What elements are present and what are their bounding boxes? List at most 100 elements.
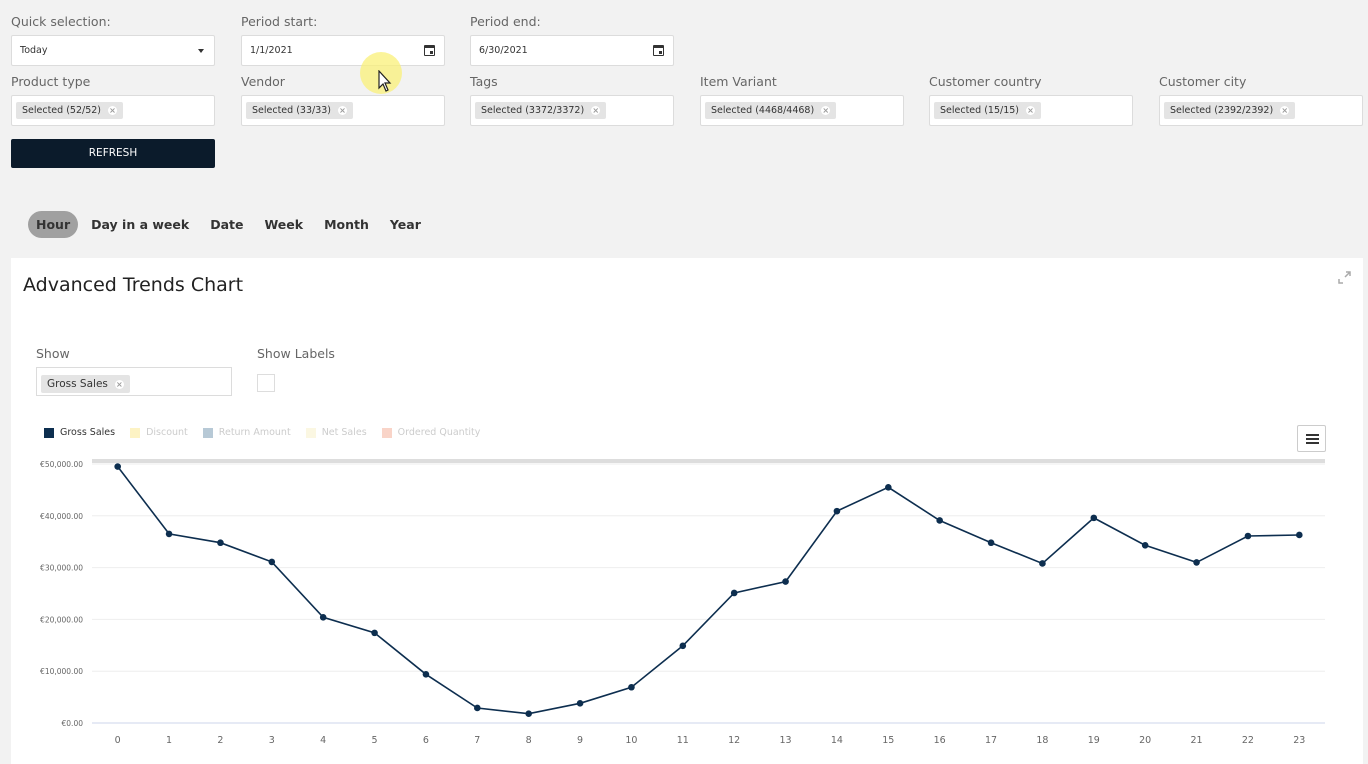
data-point (1090, 514, 1098, 522)
quick-selection-value: Today (20, 45, 48, 56)
product-type-tag-label: Selected (52/52) (22, 105, 101, 116)
legend-item-net-sales[interactable]: Net Sales (305, 427, 367, 438)
chevron-down-icon (198, 49, 204, 53)
tag-remove-icon[interactable]: × (114, 379, 124, 389)
product-type-tag: Selected (52/52) × (16, 102, 123, 119)
customer-city-tag-label: Selected (2392/2392) (1170, 105, 1274, 116)
x-tick-label: 5 (372, 735, 378, 746)
series-line-gross-sales (117, 466, 1300, 715)
y-tick-label: €10,000.00 (40, 667, 83, 676)
item-variant-label: Item Variant (700, 74, 777, 89)
data-point (936, 517, 943, 524)
refresh-button[interactable]: REFRESH (11, 139, 215, 168)
calendar-icon[interactable] (653, 45, 664, 56)
vendor-tag: Selected (33/33) × (246, 102, 353, 119)
show-labels-label: Show Labels (257, 346, 335, 361)
tag-remove-icon[interactable]: × (338, 106, 347, 115)
hamburger-icon (1306, 442, 1319, 444)
legend-item-ordered-quantity[interactable]: Ordered Quantity (381, 427, 480, 438)
tag-remove-icon[interactable]: × (1280, 106, 1290, 115)
quick-selection-select[interactable]: Today (11, 35, 215, 66)
data-point (371, 629, 378, 637)
show-label: Show (36, 346, 70, 361)
show-tag: Gross Sales × (41, 375, 130, 393)
tags-multiselect[interactable]: Selected (3372/3372) × (470, 95, 674, 126)
legend-item-discount[interactable]: Discount (130, 427, 188, 438)
tag-remove-icon[interactable]: × (1026, 106, 1035, 115)
period-end-label: Period end: (470, 14, 541, 29)
data-point (576, 700, 584, 707)
data-point (525, 710, 532, 717)
show-multiselect[interactable]: Gross Sales × (36, 367, 232, 396)
y-tick-label: €50,000.00 (40, 460, 83, 469)
chart-card: Advanced Trends Chart Show Gross Sales × … (11, 258, 1363, 764)
data-point (679, 642, 687, 650)
x-tick-label: 3 (269, 735, 275, 746)
tab-hour[interactable]: Hour (28, 211, 79, 238)
navigator-bar (92, 459, 1325, 463)
tags-label: Tags (470, 74, 498, 89)
calendar-icon[interactable] (424, 45, 435, 56)
expand-icon[interactable] (1338, 271, 1351, 284)
tags-tag: Selected (3372/3372) × (475, 102, 607, 119)
legend-swatch (202, 427, 213, 438)
data-point (730, 589, 738, 597)
x-tick-label: 4 (320, 735, 326, 746)
x-tick-label: 20 (1139, 735, 1151, 746)
data-point (217, 539, 224, 547)
y-tick-label: €0.00 (62, 719, 84, 728)
customer-country-tag: Selected (15/15) × (934, 102, 1041, 119)
tab-date[interactable]: Date (210, 217, 244, 232)
hamburger-icon (1306, 434, 1319, 436)
x-tick-label: 1 (166, 735, 172, 746)
data-point (1296, 531, 1303, 539)
legend-item-return-amount[interactable]: Return Amount (202, 427, 291, 438)
vendor-multiselect[interactable]: Selected (33/33) × (241, 95, 445, 126)
data-point (1244, 532, 1252, 540)
x-tick-label: 17 (985, 735, 997, 746)
legend-swatch (381, 427, 392, 438)
tag-remove-icon[interactable]: × (591, 106, 601, 115)
mouse-pointer-icon (378, 70, 392, 92)
tab-year[interactable]: Year (389, 217, 421, 232)
period-end-input[interactable]: 6/30/2021 (470, 35, 674, 66)
show-labels-checkbox[interactable] (257, 374, 275, 392)
item-variant-tag-label: Selected (4468/4468) (711, 105, 815, 116)
data-point (1039, 560, 1046, 567)
data-point (628, 683, 635, 691)
data-point (165, 530, 173, 538)
y-tick-label: €40,000.00 (40, 512, 83, 521)
tag-remove-icon[interactable]: × (108, 106, 117, 115)
item-variant-multiselect[interactable]: Selected (4468/4468) × (700, 95, 904, 126)
tag-remove-icon[interactable]: × (821, 106, 831, 115)
card-title: Advanced Trends Chart (23, 274, 244, 296)
x-tick-label: 21 (1191, 735, 1203, 746)
x-tick-label: 6 (423, 735, 429, 746)
data-point (987, 539, 995, 547)
tab-week[interactable]: Week (264, 217, 304, 232)
chart-menu-button[interactable] (1297, 425, 1326, 452)
x-tick-label: 18 (1036, 735, 1048, 746)
x-tick-label: 12 (728, 735, 740, 746)
item-variant-tag: Selected (4468/4468) × (705, 102, 837, 119)
x-tick-label: 0 (115, 735, 121, 746)
customer-city-multiselect[interactable]: Selected (2392/2392) × (1159, 95, 1363, 126)
x-tick-label: 14 (831, 735, 843, 746)
vendor-tag-label: Selected (33/33) (252, 105, 331, 116)
legend-item-gross-sales[interactable]: Gross Sales (44, 427, 115, 438)
data-point (474, 704, 481, 712)
vendor-label: Vendor (241, 74, 285, 89)
tab-day-in-a-week[interactable]: Day in a week (91, 217, 190, 232)
period-start-input[interactable]: 1/1/2021 (241, 35, 445, 66)
x-tick-label: 15 (882, 735, 894, 746)
chart-legend: Gross Sales Discount Return Amount Net S… (44, 427, 495, 438)
product-type-label: Product type (11, 74, 91, 89)
legend-label: Gross Sales (60, 427, 116, 438)
x-tick-label: 22 (1242, 735, 1254, 746)
product-type-multiselect[interactable]: Selected (52/52) × (11, 95, 215, 126)
customer-country-multiselect[interactable]: Selected (15/15) × (929, 95, 1133, 126)
hamburger-icon (1306, 438, 1319, 440)
tab-month[interactable]: Month (324, 217, 369, 232)
grouping-tabs: Hour Day in a week Date Week Month Year (28, 211, 434, 238)
x-tick-label: 10 (625, 735, 637, 746)
